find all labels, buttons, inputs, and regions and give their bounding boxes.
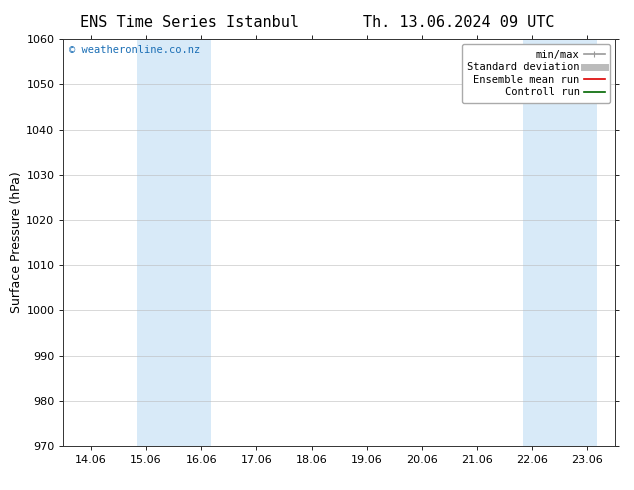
Y-axis label: Surface Pressure (hPa): Surface Pressure (hPa): [11, 172, 23, 314]
Bar: [523, 39, 597, 446]
Text: ENS Time Series Istanbul       Th. 13.06.2024 09 UTC: ENS Time Series Istanbul Th. 13.06.2024 …: [80, 15, 554, 30]
Bar: [137, 39, 210, 446]
Text: © weatheronline.co.nz: © weatheronline.co.nz: [69, 45, 200, 55]
Legend: min/max, Standard deviation, Ensemble mean run, Controll run: min/max, Standard deviation, Ensemble me…: [462, 45, 610, 102]
